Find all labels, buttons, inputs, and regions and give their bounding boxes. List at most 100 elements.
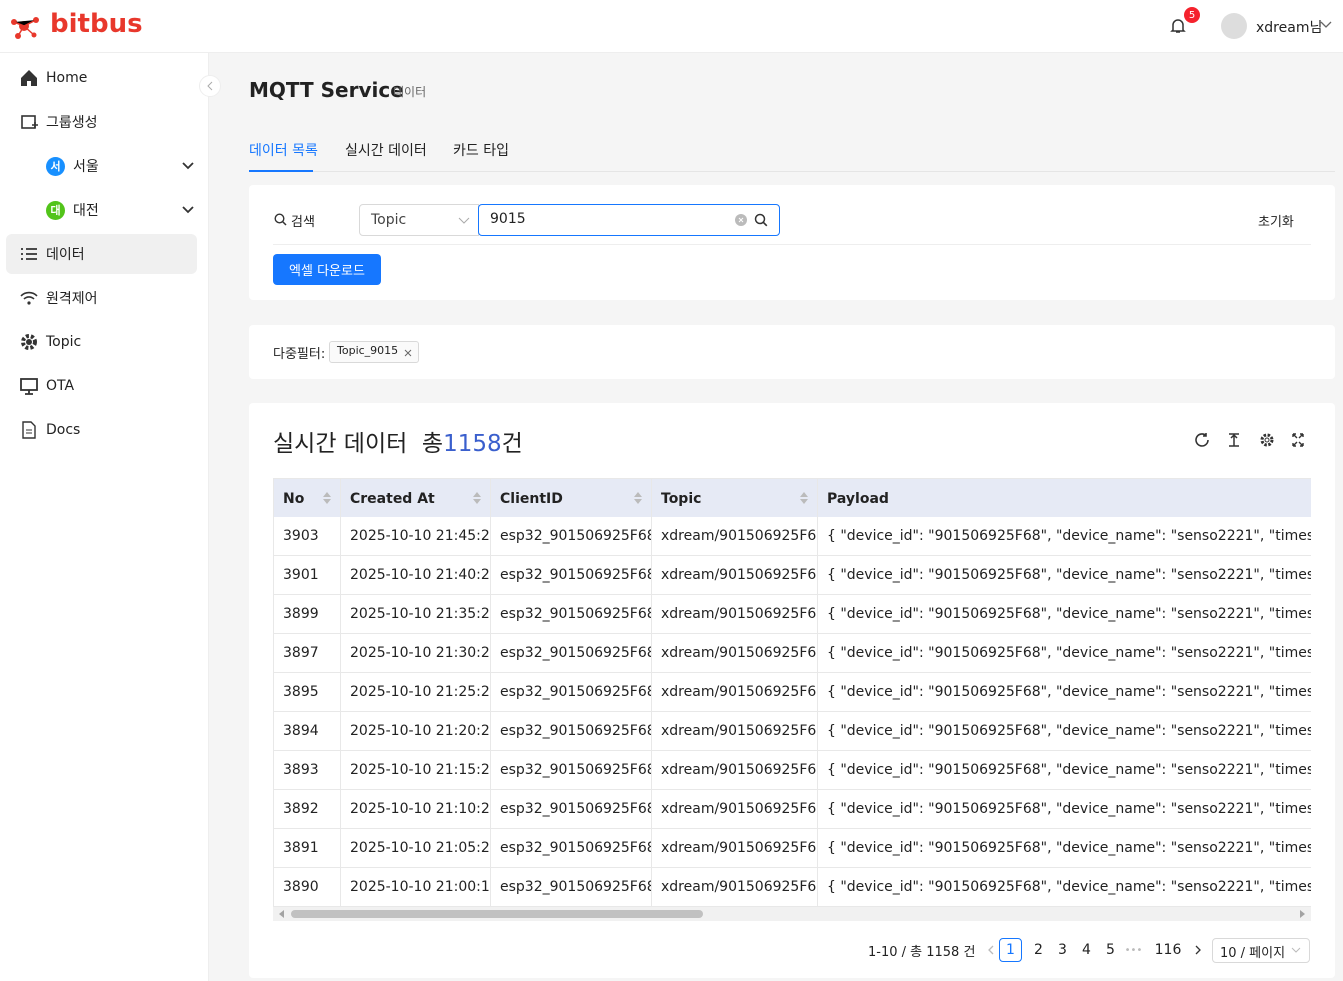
nav-label[interactable]: Topic bbox=[46, 334, 82, 350]
column-header[interactable]: Payload bbox=[818, 479, 1311, 518]
sort-icon[interactable] bbox=[473, 492, 481, 504]
column-header[interactable]: No bbox=[274, 479, 341, 518]
nav-item[interactable]: 대 대전 bbox=[6, 190, 197, 230]
filter-label: 다중필터: bbox=[273, 347, 326, 362]
page-item[interactable]: 4 bbox=[1082, 942, 1091, 958]
table-cell: 2025-10-10 21:05:20 bbox=[341, 829, 491, 868]
page-current[interactable]: 1 bbox=[999, 938, 1022, 962]
search-query[interactable]: 9015 bbox=[490, 211, 526, 227]
table-cell: { "device_id": "901506925F68", "device_n… bbox=[818, 829, 1311, 868]
table-cell: esp32_901506925F68 bbox=[491, 673, 652, 712]
nav-item-active[interactable]: 데이터 bbox=[6, 234, 197, 274]
nav-label[interactable]: Docs bbox=[46, 422, 81, 438]
column-title[interactable]: Created At bbox=[350, 490, 435, 507]
table-cell: 3891 bbox=[274, 829, 341, 868]
scroll-thumb[interactable] bbox=[291, 910, 703, 918]
export-button[interactable]: 엑셀 다운로드 bbox=[273, 254, 381, 285]
search-card: 검색 Topic 9015 초기화 엑셀 다운로드 bbox=[249, 185, 1335, 300]
column-header[interactable]: ClientID bbox=[491, 479, 652, 518]
column-title[interactable]: ClientID bbox=[500, 490, 563, 507]
table-cell: 2025-10-10 21:00:19 bbox=[341, 868, 491, 907]
total-suffix: 건 bbox=[501, 431, 523, 457]
nav-item[interactable]: Topic bbox=[6, 322, 197, 362]
filter-tag[interactable]: Topic_9015 bbox=[329, 341, 420, 363]
nav-item[interactable]: Docs bbox=[6, 410, 197, 450]
nav-label[interactable]: 원격제어 bbox=[46, 291, 98, 307]
prev-page[interactable] bbox=[980, 938, 1002, 962]
nav-label[interactable]: 대전 bbox=[73, 203, 99, 219]
table-cell: 2025-10-10 21:10:20 bbox=[341, 790, 491, 829]
tab[interactable]: 카드 타입 bbox=[453, 143, 509, 159]
nav-label[interactable]: OTA bbox=[46, 378, 75, 394]
table-cell: esp32_901506925F68 bbox=[491, 517, 652, 556]
table-cell: { "device_id": "901506925F68", "device_n… bbox=[818, 517, 1311, 556]
nav-label[interactable]: Home bbox=[46, 70, 88, 86]
nav-item[interactable]: Home bbox=[6, 58, 197, 98]
nav-item[interactable]: 그룹생성 bbox=[6, 102, 197, 142]
table-cell: 3899 bbox=[274, 595, 341, 634]
tab-ink bbox=[249, 170, 313, 172]
tab-active[interactable]: 데이터 목록 bbox=[249, 143, 318, 159]
table-cell: 2025-10-10 21:30:21 bbox=[341, 634, 491, 673]
avatar[interactable] bbox=[1221, 13, 1247, 39]
user-caret[interactable] bbox=[1320, 20, 1332, 30]
table-cell: 3893 bbox=[274, 751, 341, 790]
table-cell: { "device_id": "901506925F68", "device_n… bbox=[818, 868, 1311, 907]
table-cell: esp32_901506925F68 bbox=[491, 751, 652, 790]
table-cell: 3897 bbox=[274, 634, 341, 673]
page-item[interactable]: 116 bbox=[1154, 942, 1182, 958]
page-item[interactable]: 3 bbox=[1058, 942, 1067, 958]
table-cell: 3901 bbox=[274, 556, 341, 595]
nav-item[interactable]: 원격제어 bbox=[6, 278, 197, 318]
table-cell: 2025-10-10 21:45:22 bbox=[341, 517, 491, 556]
next-page[interactable] bbox=[1187, 938, 1209, 962]
reset-button[interactable]: 초기화 bbox=[1258, 215, 1294, 230]
filter-tag-text: Topic_9015 bbox=[337, 344, 399, 357]
table-cell: 2025-10-10 21:15:20 bbox=[341, 751, 491, 790]
tab[interactable]: 실시간 데이터 bbox=[345, 143, 427, 159]
nav-item[interactable]: OTA bbox=[6, 366, 197, 406]
tab-divider bbox=[249, 171, 1335, 172]
column-header[interactable]: Topic bbox=[652, 479, 818, 518]
page-title: MQTT Service bbox=[249, 78, 404, 102]
collapse-button[interactable] bbox=[199, 75, 221, 97]
bell[interactable] bbox=[1170, 17, 1186, 35]
nav-label[interactable]: 그룹생성 bbox=[46, 115, 98, 131]
field-value[interactable]: Topic bbox=[371, 212, 407, 228]
sidebar: Home 그룹생성 서 서울 대 대전 데이터 원격제어 Topic OTA Doc… bbox=[0, 53, 209, 981]
nav-item[interactable]: 서 서울 bbox=[6, 146, 197, 186]
table-cell: esp32_901506925F68 bbox=[491, 868, 652, 907]
page-size-label[interactable]: 10 / 페이지 bbox=[1220, 946, 1286, 961]
user-name[interactable]: xdream님 bbox=[1256, 20, 1323, 36]
table-title: 실시간 데이터 bbox=[273, 431, 408, 457]
column-title[interactable]: No bbox=[283, 490, 305, 507]
page-item[interactable]: 2 bbox=[1034, 942, 1043, 958]
table-cell: xdream/901506925F68 bbox=[652, 868, 818, 907]
scrollbar[interactable] bbox=[273, 907, 1311, 921]
nav-label[interactable]: 서울 bbox=[73, 159, 99, 175]
nav-label[interactable]: 데이터 bbox=[46, 247, 85, 263]
pagination-range: 1-10 / 총 1158 건 bbox=[868, 945, 976, 960]
column-title[interactable]: Payload bbox=[827, 490, 889, 507]
field-select[interactable]: Topic bbox=[359, 204, 479, 236]
page-size[interactable]: 10 / 페이지 bbox=[1212, 938, 1310, 963]
table-cell: xdream/901506925F68 bbox=[652, 634, 818, 673]
search-label: 검색 bbox=[291, 215, 315, 230]
sort-icon[interactable] bbox=[634, 492, 642, 504]
table-cell: 3895 bbox=[274, 673, 341, 712]
table-cell: xdream/901506925F68 bbox=[652, 790, 818, 829]
sort-icon[interactable] bbox=[800, 492, 808, 504]
column-title[interactable]: Topic bbox=[661, 490, 702, 507]
table-tools[interactable] bbox=[1194, 431, 1304, 449]
table-cell: esp32_901506925F68 bbox=[491, 829, 652, 868]
page-item[interactable]: ••• bbox=[1124, 944, 1143, 956]
total-prefix: 총 bbox=[421, 431, 444, 457]
table-cell: { "device_id": "901506925F68", "device_n… bbox=[818, 673, 1311, 712]
column-header[interactable]: Created At bbox=[341, 479, 491, 518]
logo[interactable]: bitbus bbox=[50, 9, 143, 39]
sort-icon[interactable] bbox=[323, 492, 331, 504]
search-input[interactable]: 9015 bbox=[478, 204, 780, 236]
table-cell: 2025-10-10 21:35:21 bbox=[341, 595, 491, 634]
table-cell: xdream/901506925F68 bbox=[652, 517, 818, 556]
page-item[interactable]: 5 bbox=[1106, 942, 1115, 958]
